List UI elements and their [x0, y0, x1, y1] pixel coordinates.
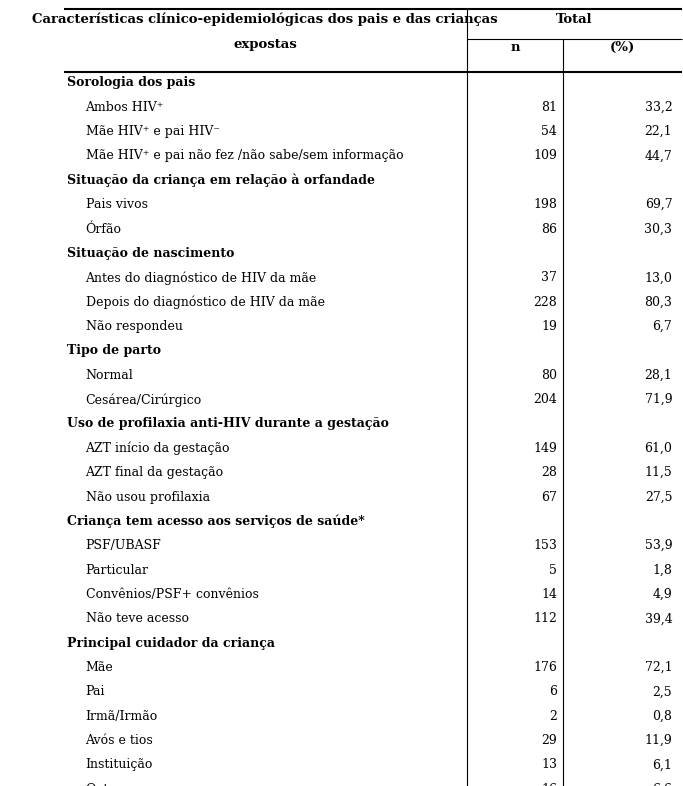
Text: 153: 153 [533, 539, 557, 553]
Text: 53,9: 53,9 [645, 539, 672, 553]
Text: 2: 2 [549, 710, 557, 723]
Text: 11,5: 11,5 [645, 466, 672, 479]
Text: Irmã/Irmão: Irmã/Irmão [85, 710, 158, 723]
Text: 204: 204 [533, 393, 557, 406]
Text: 80,3: 80,3 [644, 296, 672, 309]
Text: Instituição: Instituição [85, 758, 153, 772]
Text: 27,5: 27,5 [645, 490, 672, 504]
Text: 14: 14 [541, 588, 557, 601]
Text: Avós e tios: Avós e tios [85, 734, 153, 747]
Text: 29: 29 [542, 734, 557, 747]
Text: 71,9: 71,9 [645, 393, 672, 406]
Text: Criança tem acesso aos serviços de saúde*: Criança tem acesso aos serviços de saúde… [67, 515, 365, 528]
Text: Antes do diagnóstico de HIV da mãe: Antes do diagnóstico de HIV da mãe [85, 271, 317, 285]
Text: Mãe: Mãe [85, 661, 113, 674]
Text: 22,1: 22,1 [645, 125, 672, 138]
Text: 149: 149 [533, 442, 557, 455]
Text: 112: 112 [533, 612, 557, 626]
Text: 228: 228 [533, 296, 557, 309]
Text: Cesárea/Cirúrgico: Cesárea/Cirúrgico [85, 393, 201, 406]
Text: 2,5: 2,5 [653, 685, 672, 699]
Text: Tipo de parto: Tipo de parto [67, 344, 161, 358]
Text: 44,7: 44,7 [645, 149, 672, 163]
Text: Normal: Normal [85, 369, 133, 382]
Text: 69,7: 69,7 [645, 198, 672, 211]
Text: 176: 176 [533, 661, 557, 674]
Text: Pai: Pai [85, 685, 105, 699]
Text: 37: 37 [541, 271, 557, 285]
Text: AZT início da gestação: AZT início da gestação [85, 442, 230, 455]
Text: 72,1: 72,1 [645, 661, 672, 674]
Text: 86: 86 [541, 222, 557, 236]
Text: Ambos HIV⁺: Ambos HIV⁺ [85, 101, 164, 114]
Text: 39,4: 39,4 [645, 612, 672, 626]
Text: Não respondeu: Não respondeu [85, 320, 182, 333]
Text: 80: 80 [541, 369, 557, 382]
Text: 28: 28 [541, 466, 557, 479]
Text: Situação da criança em relação à orfandade: Situação da criança em relação à orfanda… [67, 174, 375, 187]
Text: 6,1: 6,1 [652, 758, 672, 772]
Text: Particular: Particular [85, 564, 148, 577]
Text: 54: 54 [541, 125, 557, 138]
Text: 28,1: 28,1 [645, 369, 672, 382]
Text: 6: 6 [549, 685, 557, 699]
Text: 13,0: 13,0 [644, 271, 672, 285]
Text: 4,9: 4,9 [652, 588, 672, 601]
Text: 11,9: 11,9 [645, 734, 672, 747]
Text: 33,2: 33,2 [645, 101, 672, 114]
Text: 67: 67 [541, 490, 557, 504]
Text: (%): (%) [610, 41, 635, 54]
Text: Depois do diagnóstico de HIV da mãe: Depois do diagnóstico de HIV da mãe [85, 296, 324, 309]
Text: 30,3: 30,3 [644, 222, 672, 236]
Text: Pais vivos: Pais vivos [85, 198, 148, 211]
Text: expostas: expostas [234, 38, 297, 51]
Text: 1,8: 1,8 [652, 564, 672, 577]
Text: n: n [510, 41, 520, 54]
Text: Características clínico-epidemiológicas dos pais e das crianças: Características clínico-epidemiológicas … [32, 13, 498, 26]
Text: 6,6: 6,6 [652, 783, 672, 786]
Text: Mãe HIV⁺ e pai HIV⁻: Mãe HIV⁺ e pai HIV⁻ [85, 125, 219, 138]
Text: Mãe HIV⁺ e pai não fez /não sabe/sem informação: Mãe HIV⁺ e pai não fez /não sabe/sem inf… [85, 149, 403, 163]
Text: Convênios/PSF+ convênios: Convênios/PSF+ convênios [85, 588, 258, 601]
Text: Total: Total [556, 13, 592, 26]
Text: 13: 13 [541, 758, 557, 772]
Text: AZT final da gestação: AZT final da gestação [85, 466, 223, 479]
Text: 5: 5 [549, 564, 557, 577]
Text: 6,7: 6,7 [652, 320, 672, 333]
Text: Órfão: Órfão [85, 222, 122, 236]
Text: 16: 16 [541, 783, 557, 786]
Text: 198: 198 [533, 198, 557, 211]
Text: 61,0: 61,0 [644, 442, 672, 455]
Text: Não usou profilaxia: Não usou profilaxia [85, 490, 210, 504]
Text: 0,8: 0,8 [652, 710, 672, 723]
Text: Sorologia dos pais: Sorologia dos pais [67, 76, 195, 90]
Text: Principal cuidador da criança: Principal cuidador da criança [67, 637, 275, 650]
Text: 19: 19 [541, 320, 557, 333]
Text: PSF/UBASF: PSF/UBASF [85, 539, 161, 553]
Text: Não teve acesso: Não teve acesso [85, 612, 189, 626]
Text: Outros: Outros [85, 783, 129, 786]
Text: 109: 109 [533, 149, 557, 163]
Text: Situação de nascimento: Situação de nascimento [67, 247, 234, 260]
Text: Uso de profilaxia anti-HIV durante a gestação: Uso de profilaxia anti-HIV durante a ges… [67, 417, 389, 431]
Text: 81: 81 [541, 101, 557, 114]
